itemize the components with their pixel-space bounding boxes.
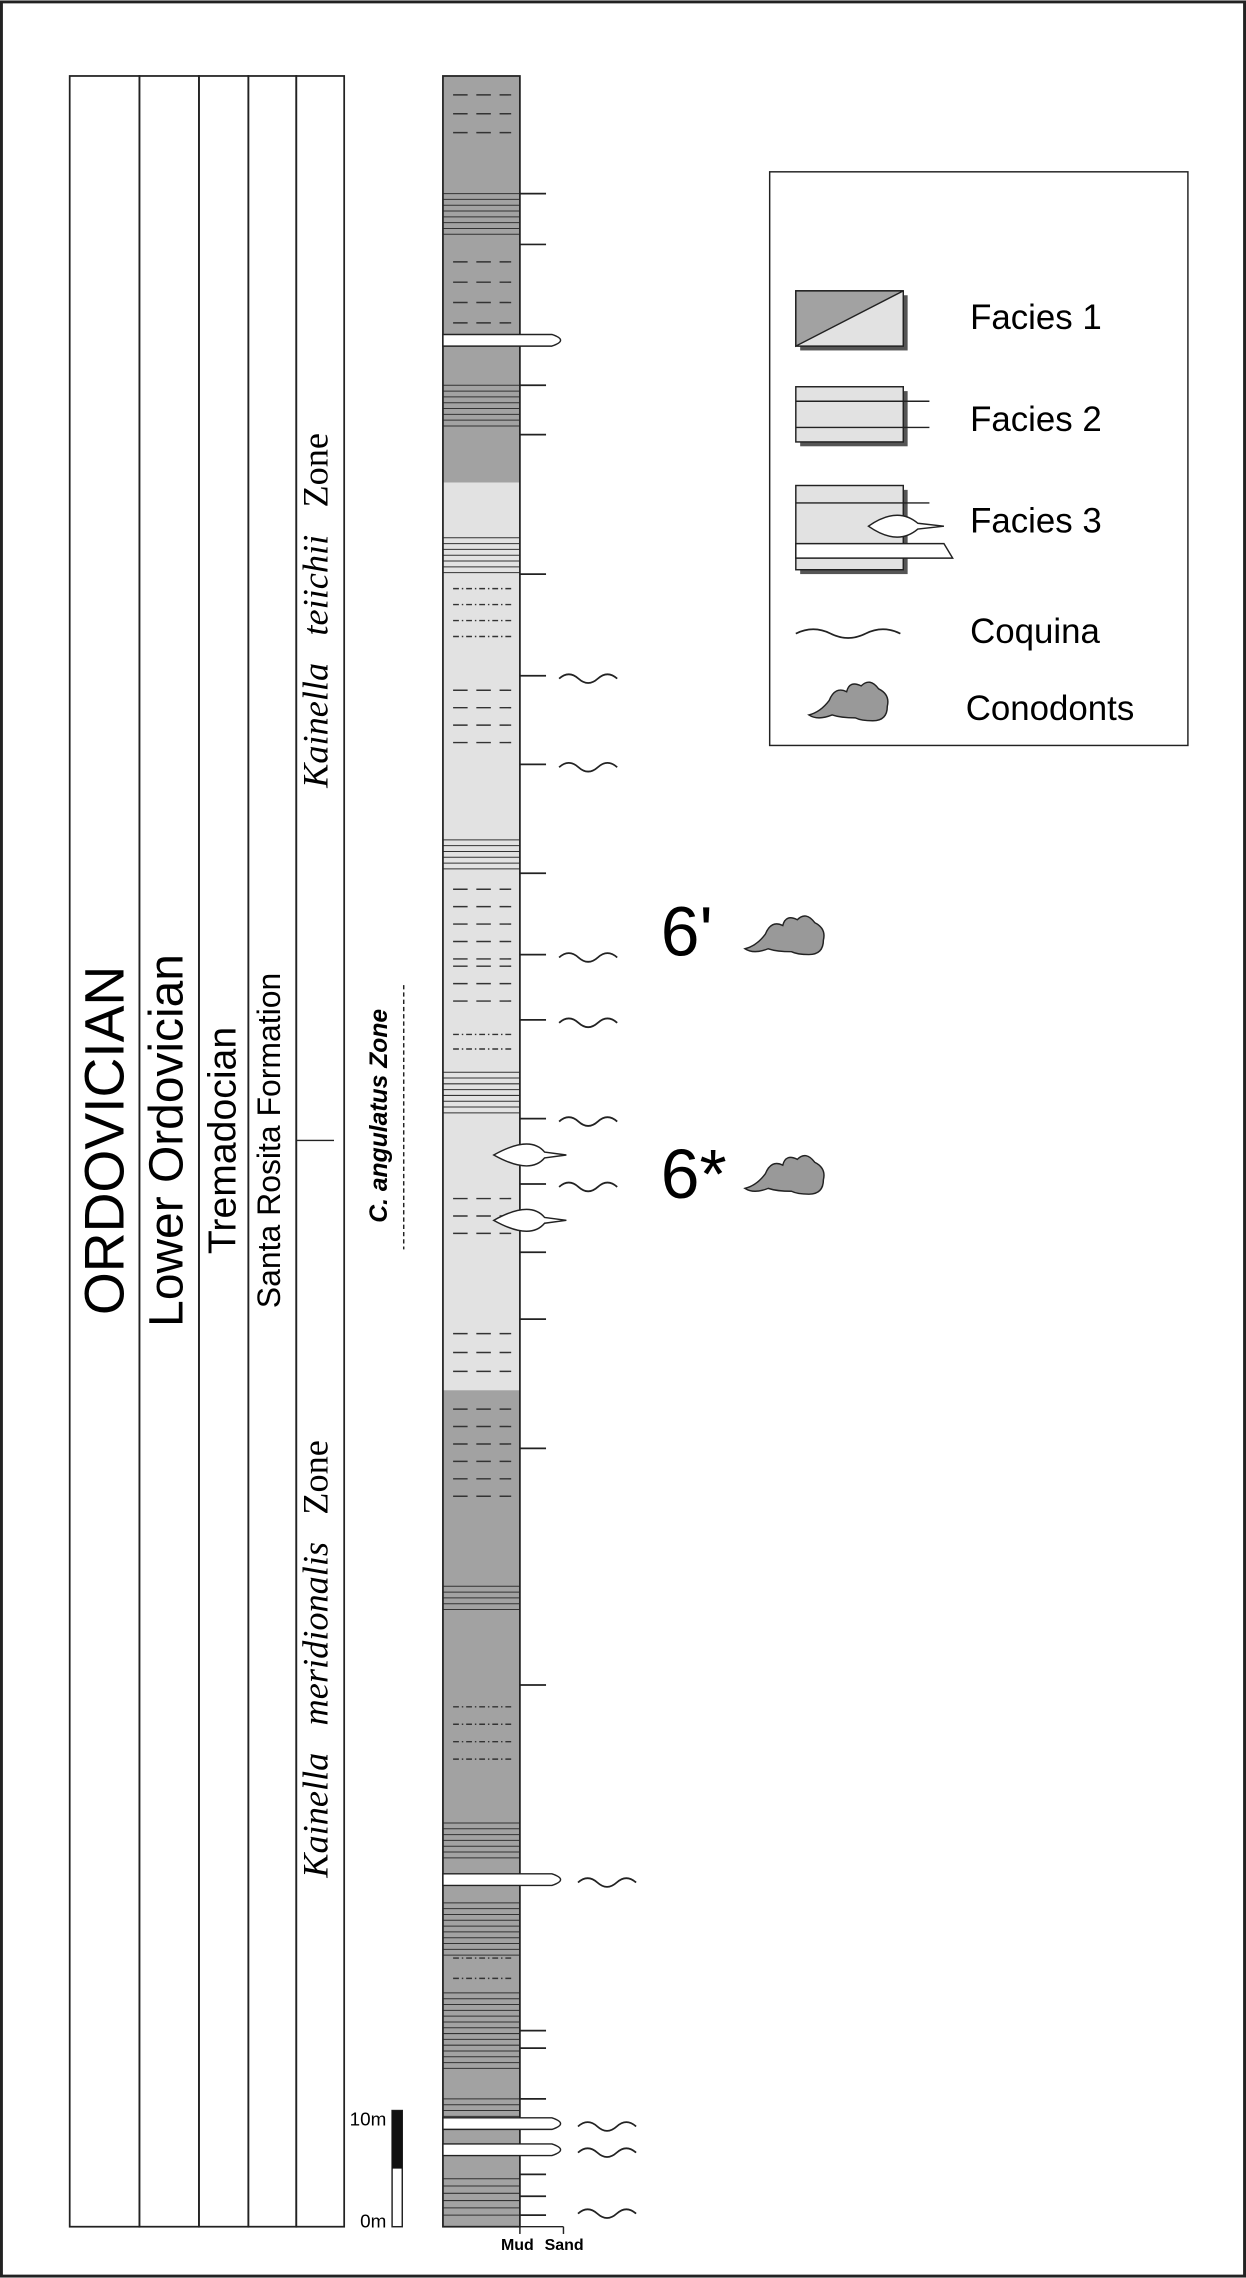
coquina [558,952,618,963]
system-label: ORDOVICIAN [73,966,135,1315]
coquina [558,1181,618,1193]
facies-band [442,75,520,483]
zone-word: Zone [296,433,336,508]
swatch [795,290,904,348]
coquina [577,2121,637,2132]
sand-lens [492,1143,567,1167]
series-label: Lower Ordovician [141,954,194,1327]
zone-word: Zone [296,1440,336,1515]
legend-label: Coquina [970,612,1100,651]
scale-label: 10m [350,2109,387,2130]
coquina [577,1877,637,1888]
species: teiichii [296,535,336,636]
column-box [295,75,346,2228]
swatch [795,386,905,443]
formation-label: Santa Rosita Formation [251,973,287,1308]
legend-label: Facies 1 [970,298,1102,337]
coquina [558,1017,618,1029]
swatch-lens [795,542,954,559]
stage-label: Tremadocian [201,1027,244,1254]
sample-label: 6' [661,893,713,971]
coquina [577,2147,637,2158]
biozone-label: Kainella meridionalis Zone [296,1440,336,1879]
facies-band [442,1390,520,2227]
biozone-label: Kainella teiichii Zone [296,433,336,789]
species: meridionalis [296,1542,336,1726]
axis-label: Sand [545,2237,584,2254]
legend-label: Facies 2 [970,400,1102,439]
coquina [577,2208,637,2219]
legend-label: Facies 3 [970,501,1102,540]
sand-bed [442,2117,562,2131]
conodont [743,915,825,956]
coquina [558,1116,618,1127]
conodont-zone: C. angulatus Zone [366,1009,393,1223]
conodont [743,1154,825,1195]
sand-lens [492,1208,567,1232]
scale-label: 0m [360,2210,386,2231]
sand-bed [442,2143,562,2157]
sand-bed [442,1873,562,1887]
sand-bed [442,333,562,347]
axis-label: Mud [501,2237,534,2254]
conodont [807,681,889,722]
coquina [795,628,901,639]
sample-label: 6* [661,1135,727,1213]
genus: Kainella [296,663,336,789]
genus: Kainella [296,1753,336,1879]
scale-bar [392,2110,403,2169]
legend-box [768,171,1189,747]
legend-label: Conodonts [966,689,1135,728]
coquina [558,762,618,773]
coquina [558,673,618,684]
swatch-lens [867,514,945,538]
facies-band [442,482,520,1391]
